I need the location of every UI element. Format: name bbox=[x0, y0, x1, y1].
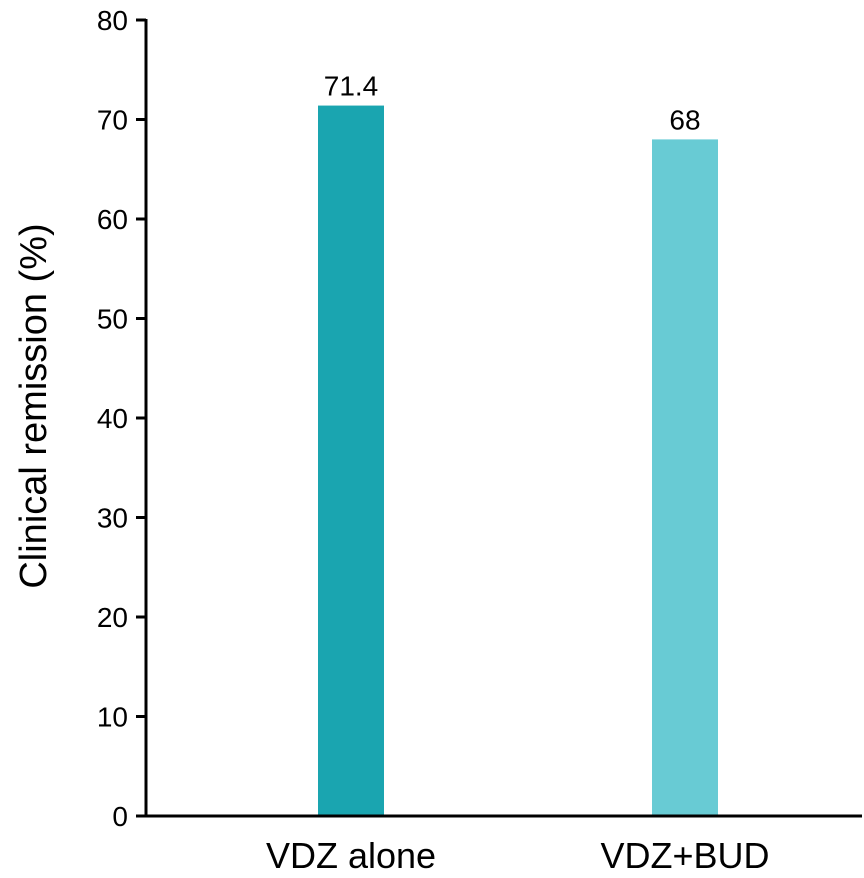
y-tick-label: 60 bbox=[97, 204, 128, 235]
data-labels: 71.4 68 bbox=[324, 71, 701, 136]
y-axis-label: Clinical remission (%) bbox=[13, 223, 55, 588]
bars-layer bbox=[318, 105, 718, 816]
y-tick-label: 40 bbox=[97, 403, 128, 434]
bar-2 bbox=[652, 139, 718, 816]
y-tick-label: 0 bbox=[112, 801, 128, 832]
y-tick-label: 50 bbox=[97, 304, 128, 335]
bar-1 bbox=[318, 105, 384, 816]
data-label-2: 68 bbox=[669, 104, 700, 135]
y-tick-label: 10 bbox=[97, 702, 128, 733]
y-ticks: 0 10 20 30 40 50 60 70 80 bbox=[97, 5, 146, 832]
x-tick-label-2: VDZ+BUD bbox=[600, 835, 769, 873]
y-tick-label: 80 bbox=[97, 5, 128, 36]
y-tick-label: 70 bbox=[97, 105, 128, 136]
y-tick-label: 20 bbox=[97, 602, 128, 633]
x-tick-label-1: VDZ alone bbox=[266, 835, 436, 873]
x-tick-labels: VDZ alone VDZ+BUD bbox=[266, 835, 770, 876]
data-label-1: 71.4 bbox=[324, 71, 379, 102]
axes-layer bbox=[136, 19, 862, 818]
y-tick-label: 30 bbox=[97, 503, 128, 534]
